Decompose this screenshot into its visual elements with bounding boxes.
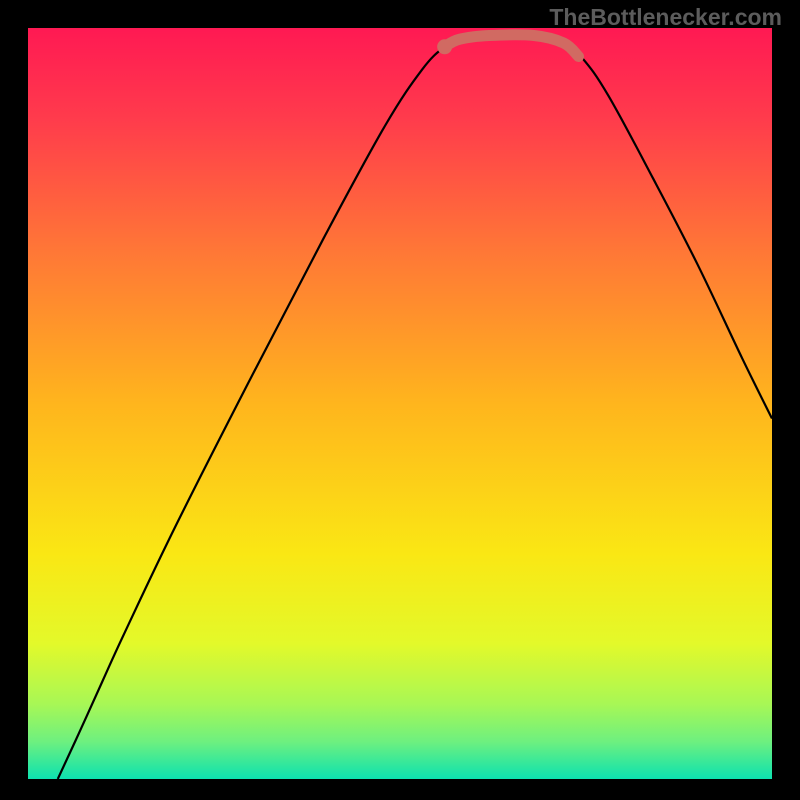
plot-area bbox=[28, 28, 772, 779]
bottleneck-curve bbox=[58, 35, 772, 779]
curve-layer bbox=[28, 28, 772, 779]
highlight-segment bbox=[445, 35, 579, 57]
chart-container: TheBottlenecker.com bbox=[0, 0, 800, 800]
watermark-text: TheBottlenecker.com bbox=[549, 4, 782, 31]
highlight-start-dot bbox=[437, 39, 452, 54]
